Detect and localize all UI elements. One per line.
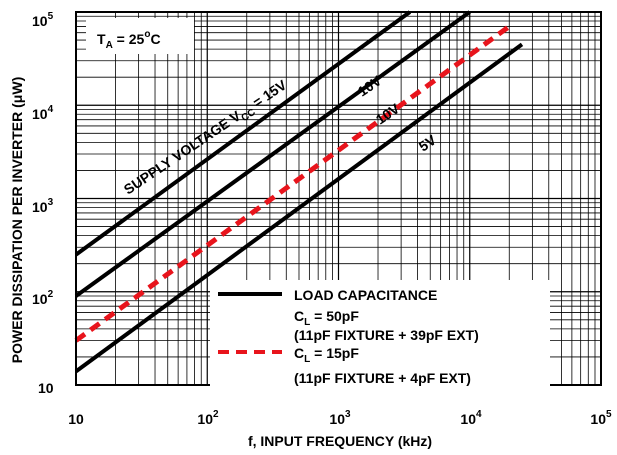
y-tick-label: 102 bbox=[32, 289, 54, 307]
x-tick-label: 105 bbox=[590, 409, 612, 427]
y-tick-label: 104 bbox=[32, 104, 54, 122]
temperature-annotation: TA = 25oC bbox=[97, 29, 161, 51]
legend-entry-50pf: CL = 50pF bbox=[294, 308, 359, 328]
legend: LOAD CAPACITANCE CL = 50pF (11pF FIXTURE… bbox=[210, 280, 550, 394]
x-tick-label: 104 bbox=[460, 409, 482, 427]
legend-background bbox=[210, 280, 550, 394]
legend-entry-15pf-detail: (11pF FIXTURE + 4pF EXT) bbox=[294, 370, 471, 386]
x-tick-label: 10 bbox=[68, 411, 84, 427]
curves bbox=[74, 10, 524, 373]
curve-label-5v: 5V bbox=[416, 131, 440, 154]
temperature-box bbox=[86, 18, 194, 54]
curve-label-15v: SUPPLY VOLTAGE VCC = 15V bbox=[121, 76, 292, 201]
y-axis-title: POWER DISSIPATION PER INVERTER (μW) bbox=[9, 77, 25, 364]
x-axis-title: f, INPUT FREQUENCY (kHz) bbox=[248, 433, 432, 449]
x-tick-label: 103 bbox=[329, 409, 351, 427]
series-line-0 bbox=[74, 10, 412, 257]
y-tick-label: 10 bbox=[38, 380, 54, 396]
series-line-3 bbox=[74, 42, 524, 373]
y-tick-label: 103 bbox=[32, 197, 54, 215]
y-tick-label: 105 bbox=[32, 11, 54, 29]
legend-title: LOAD CAPACITANCE bbox=[294, 287, 437, 303]
x-tick-label: 102 bbox=[197, 409, 219, 427]
series-line-1 bbox=[74, 10, 471, 298]
legend-entry-50pf-detail: (11pF FIXTURE + 39pF EXT) bbox=[294, 327, 479, 343]
legend-entry-15pf: CL = 15pF bbox=[294, 345, 359, 365]
